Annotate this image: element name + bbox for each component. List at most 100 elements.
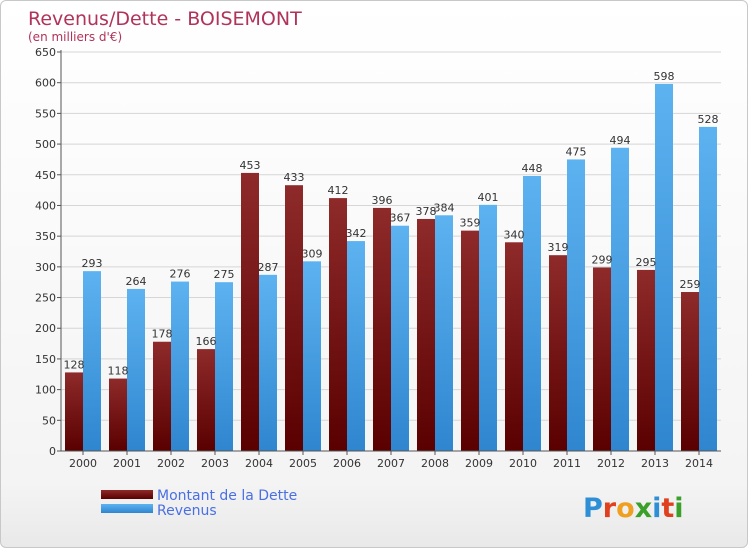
bar-revenus-2001	[127, 288, 145, 451]
bar-debt-2000	[65, 372, 83, 451]
logo-letter-2: o	[616, 493, 635, 524]
data-label-revenus-2001: 264	[126, 275, 147, 288]
bar-revenus-2012	[611, 147, 629, 451]
bar-revenus-2003	[215, 282, 233, 451]
bar-debt-2013	[637, 269, 655, 451]
legend-label-debt: Montant de la Dette	[157, 488, 297, 504]
data-labels: 128 293 118 264 178 276 166 275 453 287 433 309 412 3…	[64, 70, 719, 378]
bar-debt-2010	[505, 242, 523, 451]
y-tick-label-650: 650	[35, 46, 56, 59]
data-label-debt-2008: 378	[416, 205, 437, 218]
x-tick-label-2006: 2006	[333, 457, 361, 470]
bar-revenus-2014	[699, 126, 717, 452]
legend-swatch-debt	[101, 490, 153, 499]
x-tick-label-2002: 2002	[157, 457, 185, 470]
data-label-revenus-2008: 384	[434, 201, 455, 214]
data-label-revenus-2014: 528	[698, 113, 719, 126]
data-label-debt-2011: 319	[548, 241, 569, 254]
data-label-revenus-2006: 342	[346, 227, 367, 240]
y-tick-label-350: 350	[35, 230, 56, 243]
x-tick-label-2012: 2012	[597, 457, 625, 470]
x-tick-label-2005: 2005	[289, 457, 317, 470]
logo-letter-0: P	[583, 493, 603, 524]
y-tick-label-250: 250	[35, 292, 56, 305]
y-tick-label-300: 300	[35, 261, 56, 274]
data-label-revenus-2007: 367	[390, 212, 411, 225]
logo-letter-4: i	[652, 493, 661, 524]
data-label-debt-2003: 166	[196, 335, 217, 348]
x-tick-label-2000: 2000	[69, 457, 97, 470]
bar-debt-2011	[549, 255, 567, 451]
data-label-debt-2002: 178	[152, 328, 173, 341]
data-label-debt-2013: 295	[636, 256, 657, 269]
y-tick-label-400: 400	[35, 199, 56, 212]
data-label-revenus-2002: 276	[170, 268, 191, 281]
x-tick-label-2001: 2001	[113, 457, 141, 470]
bars	[65, 83, 717, 452]
data-label-debt-2014: 259	[680, 278, 701, 291]
bar-revenus-2006	[347, 241, 365, 451]
bar-revenus-2013	[655, 83, 673, 452]
logo-letter-1: r	[603, 493, 617, 524]
bar-debt-2002	[153, 341, 171, 451]
y-tick-label-0: 0	[49, 445, 56, 458]
bar-debt-2014	[681, 292, 699, 451]
data-label-revenus-2005: 309	[302, 247, 323, 260]
bar-debt-2009	[461, 230, 479, 451]
data-label-debt-2009: 359	[460, 217, 481, 230]
logo-letter-3: x	[635, 493, 652, 524]
y-tick-label-550: 550	[35, 107, 56, 120]
data-label-debt-2010: 340	[504, 228, 525, 241]
x-tick-label-2009: 2009	[465, 457, 493, 470]
data-label-debt-2004: 453	[240, 159, 261, 172]
legend-label-revenus: Revenus	[157, 503, 217, 519]
bar-debt-2008	[417, 218, 435, 451]
data-label-revenus-2011: 475	[566, 145, 587, 158]
bar-debt-2003	[197, 349, 215, 451]
bar-revenus-2010	[523, 175, 541, 451]
bar-revenus-2000	[83, 271, 101, 451]
bar-revenus-2008	[435, 215, 453, 451]
bar-revenus-2004	[259, 274, 277, 451]
chart-subtitle: (en milliers d'€)	[28, 30, 122, 44]
x-tick-label-2014: 2014	[685, 457, 713, 470]
data-label-revenus-2009: 401	[478, 191, 499, 204]
data-label-debt-2005: 433	[284, 171, 305, 184]
x-tick-label-2013: 2013	[641, 457, 669, 470]
bar-revenus-2011	[567, 159, 585, 451]
legend-swatch-revenus	[101, 504, 153, 513]
bar-debt-2012	[593, 267, 611, 451]
bar-debt-2001	[109, 378, 127, 451]
x-tick-label-2007: 2007	[377, 457, 405, 470]
data-label-revenus-2004: 287	[258, 261, 279, 274]
y-tick-label-450: 450	[35, 169, 56, 182]
data-label-revenus-2012: 494	[610, 134, 631, 147]
y-tick-label-500: 500	[35, 138, 56, 151]
data-label-revenus-2010: 448	[522, 162, 543, 175]
y-tick-label-150: 150	[35, 353, 56, 366]
y-tick-label-50: 50	[42, 414, 56, 427]
data-label-revenus-2013: 598	[654, 70, 675, 83]
y-tick-label-100: 100	[35, 384, 56, 397]
bar-revenus-2009	[479, 204, 497, 451]
data-label-revenus-2000: 293	[82, 257, 103, 270]
bar-revenus-2005	[303, 261, 321, 451]
logo-letter-6: i	[674, 493, 683, 524]
data-label-debt-2000: 128	[64, 358, 85, 371]
bar-revenus-2002	[171, 281, 189, 451]
data-label-debt-2006: 412	[328, 184, 349, 197]
data-label-debt-2012: 299	[592, 253, 613, 266]
x-tick-label-2010: 2010	[509, 457, 537, 470]
chart-title: Revenus/Dette - BOISEMONT	[28, 8, 302, 30]
y-tick-label-600: 600	[35, 77, 56, 90]
proxiti-logo: Proxiti	[583, 493, 684, 524]
y-tick-label-200: 200	[35, 322, 56, 335]
x-tick-label-2004: 2004	[245, 457, 273, 470]
bar-debt-2004	[241, 172, 259, 452]
bar-debt-2007	[373, 207, 391, 451]
x-tick-label-2008: 2008	[421, 457, 449, 470]
data-label-revenus-2003: 275	[214, 268, 235, 281]
data-label-debt-2001: 118	[108, 365, 129, 378]
